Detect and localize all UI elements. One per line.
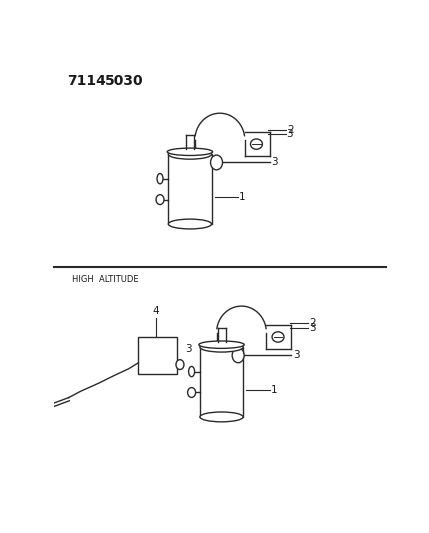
Text: 4: 4 (152, 306, 159, 317)
Ellipse shape (168, 219, 211, 229)
Text: 2: 2 (309, 318, 316, 328)
Bar (139, 337, 177, 374)
Ellipse shape (167, 148, 213, 156)
Ellipse shape (251, 139, 263, 149)
Bar (168, 154, 211, 224)
Text: 1: 1 (239, 192, 246, 203)
Circle shape (156, 195, 164, 205)
Circle shape (211, 155, 223, 170)
Circle shape (48, 403, 53, 410)
Text: 3: 3 (272, 157, 278, 167)
Text: 3: 3 (293, 350, 299, 360)
Ellipse shape (200, 342, 243, 352)
Ellipse shape (189, 366, 195, 377)
Text: 3: 3 (286, 129, 293, 139)
Text: 3: 3 (185, 344, 192, 354)
Text: 7114: 7114 (67, 74, 106, 88)
Ellipse shape (199, 341, 244, 349)
Circle shape (187, 387, 196, 398)
Circle shape (176, 360, 184, 369)
Ellipse shape (168, 149, 211, 159)
Text: 5030: 5030 (105, 74, 144, 88)
Text: 2: 2 (287, 125, 294, 135)
Circle shape (232, 348, 244, 363)
Text: 1: 1 (271, 385, 278, 395)
Bar (200, 347, 243, 417)
Text: HIGH  ALTITUDE: HIGH ALTITUDE (72, 274, 139, 284)
Ellipse shape (157, 174, 163, 184)
Ellipse shape (200, 412, 243, 422)
Text: 3: 3 (309, 322, 316, 333)
Ellipse shape (272, 332, 284, 342)
